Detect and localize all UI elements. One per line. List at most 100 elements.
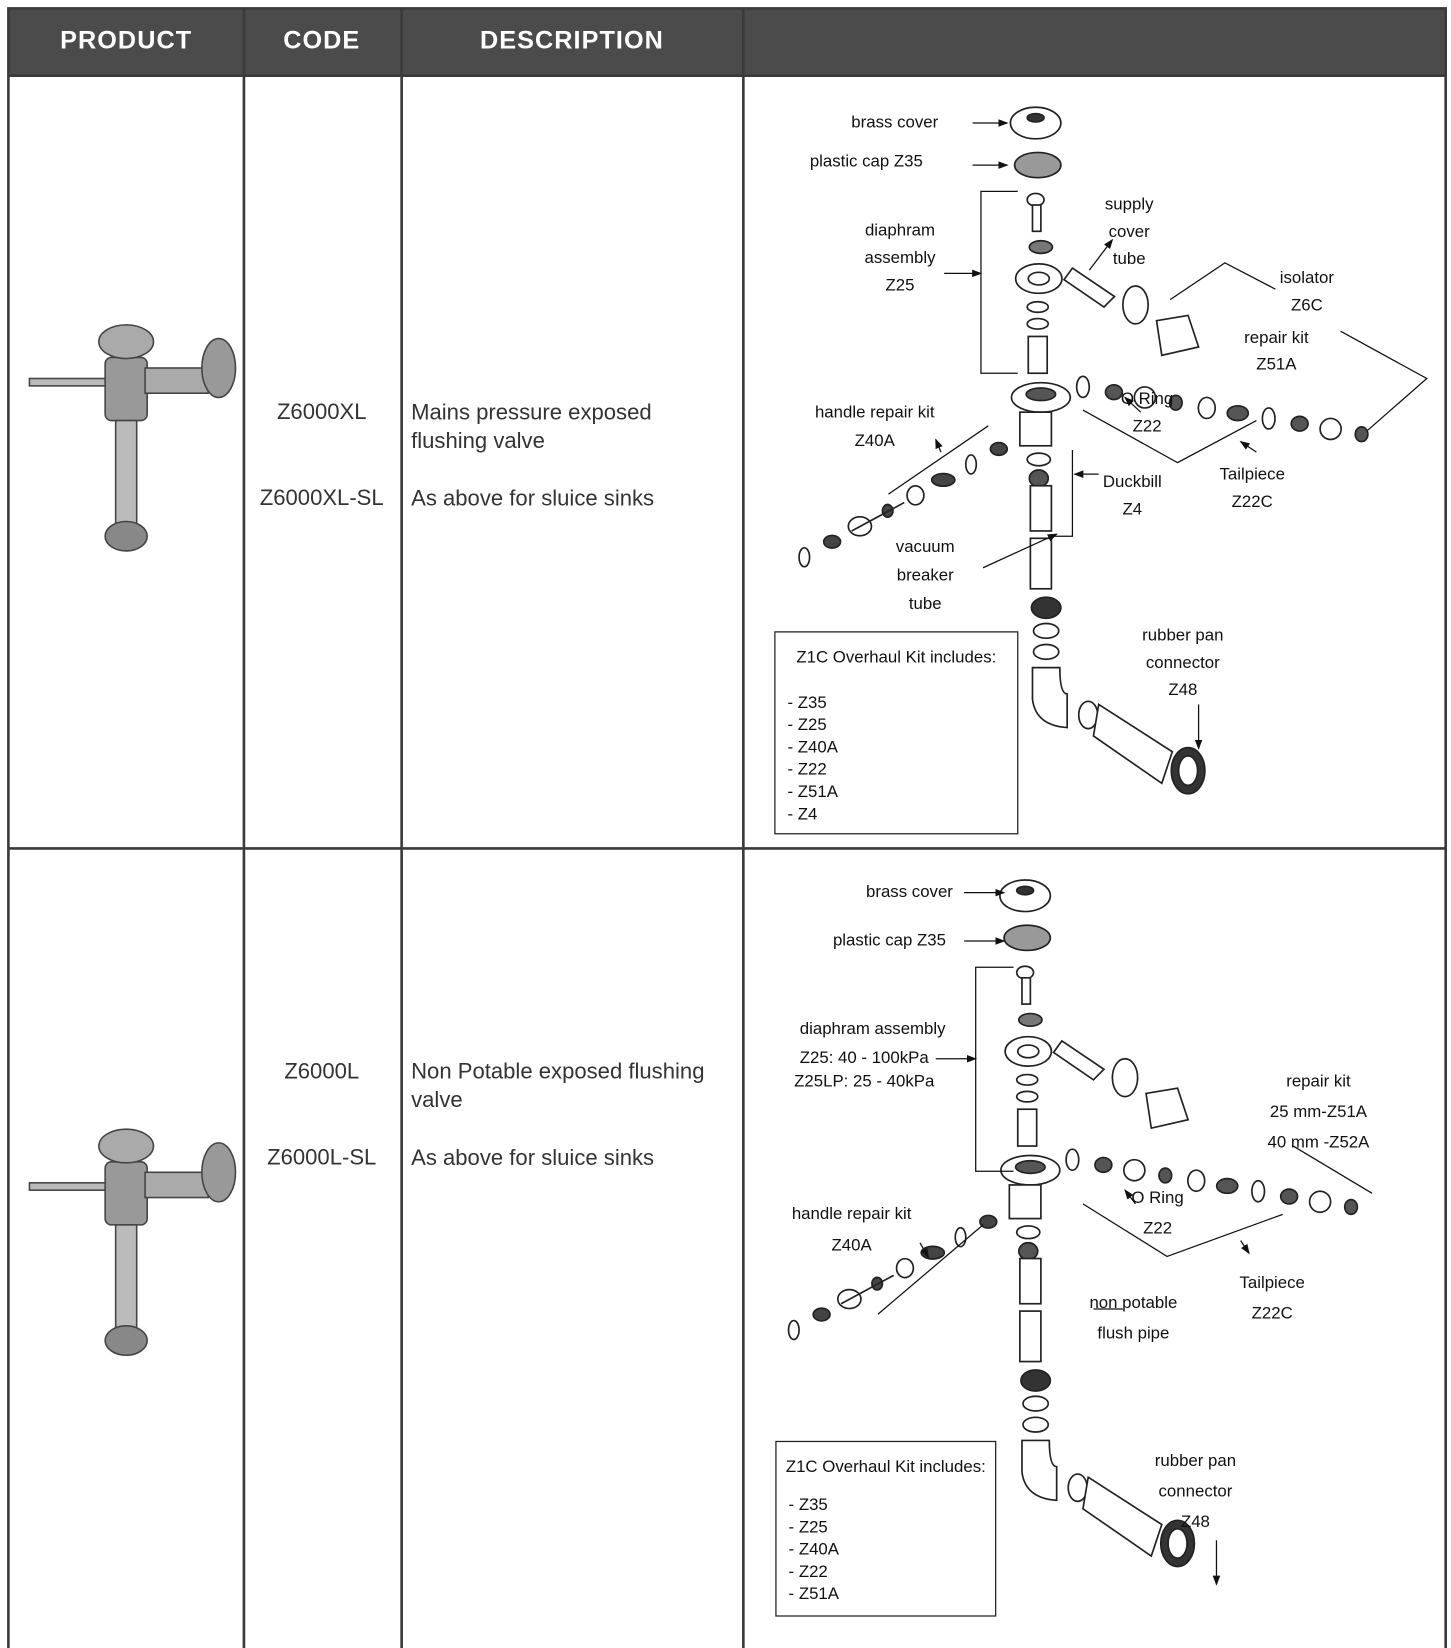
diagram-label: isolator <box>1280 268 1335 287</box>
part <box>1319 417 1342 441</box>
diagram-label: handle repair kit <box>815 403 935 422</box>
diagram-label: O Ring <box>1131 1188 1183 1207</box>
part <box>1019 411 1053 447</box>
leader-line <box>1088 238 1114 271</box>
leader-line <box>982 533 1058 569</box>
valve-nut <box>104 520 148 552</box>
description-box: Mains pressure exposed flushing valve <box>411 400 652 454</box>
part <box>920 1245 946 1260</box>
leader-line <box>1240 1240 1250 1255</box>
leader-line <box>1082 409 1257 464</box>
valve-cap <box>98 1128 155 1164</box>
part <box>822 534 842 549</box>
part <box>1052 1039 1106 1081</box>
description-box: As above for sluice sinks <box>411 1146 655 1171</box>
part <box>1032 643 1060 661</box>
diagram-label: vacuum <box>896 537 955 556</box>
part <box>1261 407 1276 430</box>
kit-item: - Z40A <box>787 737 838 756</box>
kit-box <box>774 631 1019 835</box>
part <box>979 1214 998 1229</box>
kit-item: - Z51A <box>787 782 838 801</box>
part <box>1354 426 1369 443</box>
product-image <box>28 1128 237 1357</box>
part <box>1029 537 1053 590</box>
table: PRODUCT CODE DESCRIPTION Z6000XL Z6000XL-SL M… <box>7 7 1447 1648</box>
valve-body <box>104 356 148 422</box>
part <box>1279 1188 1299 1205</box>
part <box>1026 192 1045 207</box>
diagram-label: supply <box>1105 194 1154 213</box>
part <box>999 879 1052 913</box>
description: Mains pressure exposed flushing valve <box>411 400 652 454</box>
diagram-label: Tailpiece <box>1220 465 1285 484</box>
description: As above for sluice sinks <box>411 486 655 511</box>
diagram-label: Z40A <box>832 1235 873 1254</box>
diagram-label: repair kit <box>1286 1071 1351 1090</box>
part <box>1251 1179 1266 1203</box>
product-code: Z6000L-SL <box>267 1144 376 1169</box>
part <box>1019 1257 1042 1305</box>
part <box>1158 1167 1173 1184</box>
diagram-label: Z22 <box>1143 1219 1172 1238</box>
kit-item: - Z51A <box>789 1584 840 1603</box>
part <box>1032 622 1060 640</box>
part <box>1016 1044 1040 1059</box>
valve-tube <box>114 419 138 538</box>
valve-pipe <box>28 1182 115 1191</box>
diagram-label: connector <box>1146 653 1220 672</box>
kit-box <box>775 1440 997 1617</box>
part <box>1168 394 1183 411</box>
part <box>1111 1057 1139 1098</box>
diagram-label: Z48 <box>1181 1512 1210 1531</box>
kit-item: - Z35 <box>787 693 826 712</box>
description: Non Potable exposed flushing valve <box>411 1059 705 1113</box>
diagram-label: Z6C <box>1291 295 1323 314</box>
leader-line <box>1239 440 1257 453</box>
diagram-label: Z51A <box>1256 354 1297 373</box>
part <box>1308 1190 1332 1214</box>
part <box>1016 1108 1038 1147</box>
part <box>787 1319 800 1341</box>
part <box>1026 452 1052 467</box>
part <box>1015 1090 1039 1103</box>
part <box>906 485 925 506</box>
part <box>930 472 956 488</box>
part <box>1197 396 1217 420</box>
part <box>1009 106 1062 140</box>
leader-line <box>1169 262 1276 301</box>
part <box>1028 469 1050 488</box>
kit-item: - Z35 <box>789 1495 828 1514</box>
diagram-label: rubber pan <box>1155 1451 1236 1470</box>
part <box>1290 415 1309 432</box>
diagram-label: diaphram assembly <box>800 1019 946 1038</box>
diagram-label: repair kit <box>1244 328 1309 347</box>
leader-line <box>980 190 1018 374</box>
part <box>1015 885 1035 896</box>
leader-line <box>919 1242 930 1259</box>
diagram-label: Z22C <box>1232 492 1273 511</box>
part <box>1017 1012 1043 1028</box>
header-cell: CODE <box>283 27 360 55</box>
diagram-label: 40 mm -Z52A <box>1268 1132 1371 1151</box>
leader-line <box>1124 396 1142 413</box>
part <box>1022 1395 1050 1412</box>
part <box>1025 387 1057 402</box>
part <box>1028 239 1054 255</box>
leader-line <box>1124 1189 1137 1205</box>
description: As above for sluice sinks <box>411 1146 655 1171</box>
diagram-label: connector <box>1159 1481 1233 1500</box>
leader-line <box>877 1224 984 1315</box>
part <box>1167 1527 1188 1560</box>
part <box>1026 112 1045 123</box>
diagram-label: rubber pan <box>1142 626 1223 645</box>
exploded-diagram <box>798 106 1369 795</box>
part <box>1062 266 1116 309</box>
product-code: Z6000L <box>284 1058 359 1083</box>
part <box>1019 1310 1042 1363</box>
leader-line <box>1051 449 1074 537</box>
part <box>1031 666 1069 729</box>
part <box>1021 976 1032 1005</box>
description-box: Non Potable exposed flushing valve <box>411 1059 705 1113</box>
